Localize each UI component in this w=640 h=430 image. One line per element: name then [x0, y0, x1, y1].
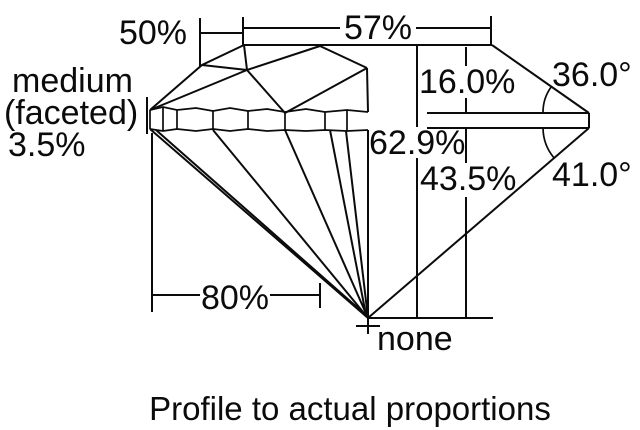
culet-size-label: none — [377, 320, 453, 358]
girdle-thickness-label: 3.5% — [8, 126, 86, 164]
girdle-facet-dividers — [149, 107, 348, 131]
crown-facets — [149, 44, 369, 114]
lower-girdle-dimension — [151, 133, 321, 312]
pavilion-facet-edges — [155, 129, 369, 319]
star-length-label: 50% — [119, 14, 187, 52]
girdle-desc-line2: (faceted) — [4, 94, 138, 132]
diagram-caption: Profile to actual proportions — [149, 390, 551, 427]
pavilion-depth-label: 43.5% — [420, 160, 516, 198]
pavilion-slope-right — [367, 127, 590, 319]
crown-angle-arc — [542, 86, 553, 114]
table-width-dimension — [243, 16, 492, 45]
star-length-dimension — [199, 17, 244, 67]
girdle-band — [149, 106, 369, 132]
girdle-plane-lines — [427, 112, 589, 129]
girdle-bottom-edge — [149, 128, 369, 132]
total-depth-label: 62.9% — [369, 124, 465, 162]
lower-girdle-label: 80% — [201, 279, 269, 317]
girdle-top-edge — [149, 106, 369, 113]
angle-arcs — [542, 86, 555, 159]
pavilion-angle-arc — [542, 127, 555, 159]
crown-angle-label: 36.0° — [552, 56, 632, 94]
girdle-desc-line1: medium — [12, 62, 133, 100]
crown-facet-edges — [149, 44, 369, 114]
crown-slope-right — [491, 44, 590, 114]
pavilion-facets — [149, 128, 369, 319]
pavilion-outline-left — [149, 128, 369, 319]
table-width-label: 57% — [344, 9, 412, 47]
pavilion-angle-label: 41.0° — [552, 156, 632, 194]
crown-height-label: 16.0% — [419, 63, 515, 101]
diamond-outline — [244, 44, 590, 319]
